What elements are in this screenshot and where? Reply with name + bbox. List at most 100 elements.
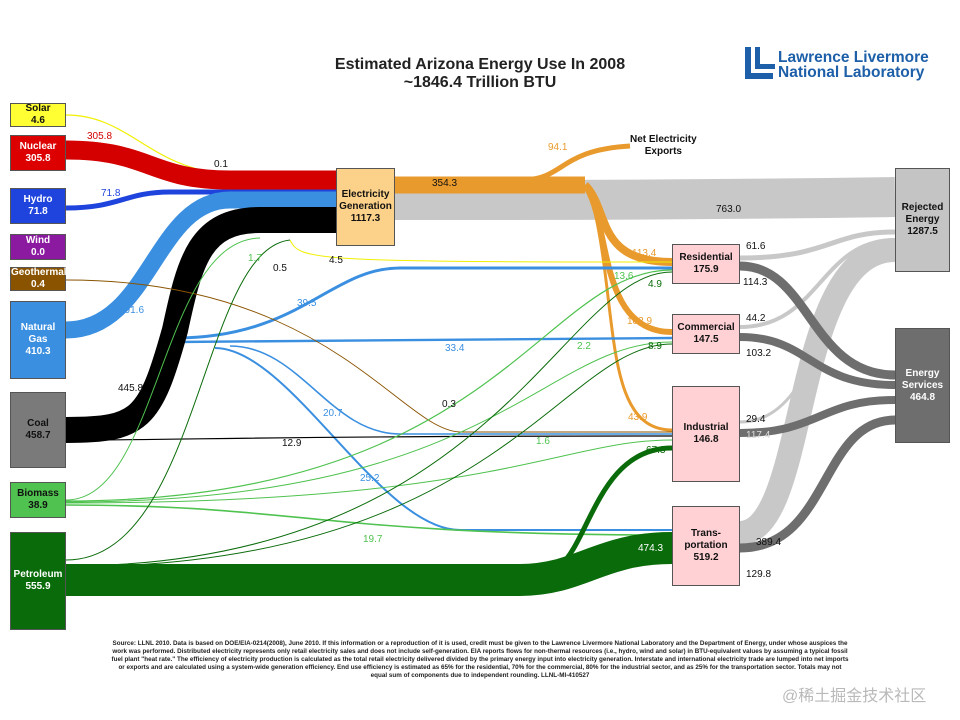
label-gas-trans: 25.2 — [360, 473, 380, 484]
flow-nuclear-electricity — [65, 140, 336, 190]
source-wind-value: 0.0 — [31, 247, 45, 258]
label-hydro: 71.8 — [101, 188, 121, 199]
label-res-srv: 114.3 — [743, 277, 768, 288]
label-nuclear: 305.8 — [87, 131, 113, 142]
source-geothermal-value: 0.4 — [31, 279, 45, 290]
flow-biomass-residential — [65, 269, 673, 502]
chart-title: Estimated Arizona Energy Use In 2008 — [334, 56, 626, 73]
label-pet-trans: 474.3 — [638, 543, 664, 554]
source-biomass-value: 38.9 — [28, 500, 48, 511]
node-electricity-value: 1117.3 — [350, 213, 381, 224]
source-petroleum: Petroleum 555.9 — [10, 532, 66, 630]
source-wind-name: Wind — [25, 235, 51, 246]
node-services-value: 464.8 — [909, 391, 936, 403]
node-rejected-value: 1287.5 — [907, 226, 938, 237]
label-elec-ind: 43.9 — [628, 412, 648, 423]
flow-biomass-industrial — [65, 439, 673, 504]
flow-coal-electricity — [65, 207, 336, 443]
node-electricity-name: Electricity Generation — [339, 189, 392, 212]
source-natural-gas: Natural Gas 410.3 — [10, 301, 66, 379]
source-biomass-name: Biomass — [17, 488, 59, 499]
source-petroleum-value: 555.9 — [25, 581, 51, 592]
label-gas-res: 39.5 — [297, 298, 317, 309]
flow-biomass-commercial — [65, 341, 673, 503]
label-elec-rejected: 763.0 — [716, 204, 742, 215]
source-hydro-value: 71.8 — [28, 206, 48, 217]
flow-gas-electricity — [65, 191, 336, 339]
flow-electricity-industrial — [588, 191, 673, 432]
flow-electricity-rejected — [394, 177, 896, 220]
node-electricity-generation: Electricity Generation 1117.3 — [336, 168, 395, 246]
label-gas-ind: 20.7 — [323, 408, 343, 419]
flow-petroleum-residential — [65, 271, 673, 567]
label-ind-rej: 29.4 — [746, 414, 766, 425]
source-footnote: Source: LLNL 2010. Data is based on DOE/… — [111, 640, 849, 679]
flow-gas-industrial — [229, 345, 672, 435]
label-elec-com: 102.9 — [627, 316, 653, 327]
node-transportation-value: 519.2 — [693, 552, 719, 563]
source-nuclear: Nuclear 305.8 — [10, 135, 66, 171]
source-geothermal: Geothermal 0.4 — [10, 267, 67, 291]
label-gas-elec: 291.6 — [119, 305, 145, 316]
flow-biomass-transport — [65, 504, 673, 536]
node-rejected-energy: Rejected Energy 1287.5 — [895, 168, 950, 272]
node-industrial: Industrial 146.8 — [672, 386, 740, 482]
label-elec-res: 113.4 — [632, 248, 657, 259]
label-coal-ind: 12.9 — [282, 438, 302, 449]
flow-biomass-electricity — [65, 237, 261, 501]
flow-industrial-services — [739, 396, 896, 437]
flow-commercial-services — [739, 333, 896, 389]
source-biomass: Biomass 38.9 — [10, 482, 66, 518]
flow-residential-services — [739, 261, 896, 380]
source-solar: Solar 4.6 — [10, 103, 66, 127]
flow-petroleum-transport — [66, 532, 673, 596]
label-bio-trans: 19.7 — [363, 534, 383, 545]
source-geothermal-name: Geothermal — [11, 267, 67, 278]
source-natural-gas-name: Natural Gas — [20, 322, 56, 345]
flow-coal-industrial — [65, 435, 673, 441]
node-residential-name: Residential — [679, 252, 733, 263]
source-solar-value: 4.6 — [31, 115, 45, 126]
flow-transport-services — [739, 415, 896, 553]
label-trans-srv: 129.8 — [746, 569, 772, 580]
label-ind-srv: 117.4 — [746, 430, 771, 441]
flow-gas-commercial — [174, 336, 673, 344]
label-electricity-out: 354.3 — [432, 178, 458, 189]
node-residential: Residential 175.9 — [672, 244, 740, 284]
node-industrial-value: 146.8 — [693, 434, 719, 445]
label-res-rej: 61.6 — [746, 241, 766, 252]
flow-residential-rejected — [739, 229, 896, 261]
label-solar-res: 4.5 — [329, 255, 343, 266]
node-energy-services: Energy Services 464.8 — [895, 328, 950, 443]
node-commercial: Commercial 147.5 — [672, 314, 740, 354]
source-petroleum-name: Petroleum — [13, 569, 63, 580]
label-pet-ind: 67.3 — [646, 445, 666, 456]
source-natural-gas-value: 410.3 — [25, 346, 51, 357]
label-biomass-elec: 1.7 — [248, 253, 262, 264]
source-wind: Wind 0.0 — [10, 234, 66, 260]
node-transportation: Trans- portation 519.2 — [672, 506, 740, 586]
node-services-name: Energy Services — [901, 367, 944, 391]
flow-hydro-electricity — [65, 189, 336, 211]
label-geo-ind: 0.3 — [442, 399, 456, 410]
node-residential-value: 175.9 — [693, 264, 719, 275]
source-coal-name: Coal — [27, 418, 49, 429]
source-coal: Coal 458.7 — [10, 392, 66, 468]
node-rejected-name: Rejected Energy — [901, 202, 944, 225]
source-hydro: Hydro 71.8 — [10, 188, 66, 224]
label-pet-com: 8.9 — [648, 341, 662, 352]
label-bio-com: 2.2 — [577, 341, 591, 352]
source-nuclear-name: Nuclear — [19, 141, 57, 152]
label-trans-rej: 389.4 — [756, 537, 782, 548]
source-hydro-name: Hydro — [23, 194, 53, 205]
label-com-srv: 103.2 — [746, 348, 772, 359]
source-solar-name: Solar — [25, 103, 51, 114]
flow-geothermal-industrial — [65, 279, 672, 433]
llnl-logo-icon — [745, 47, 775, 79]
flow-gas-transport — [214, 347, 672, 531]
label-com-rej: 44.2 — [746, 313, 766, 324]
label-gas-com: 33.4 — [445, 343, 465, 354]
label-exports: 94.1 — [548, 142, 568, 153]
flow-transport-rejected — [737, 238, 897, 545]
